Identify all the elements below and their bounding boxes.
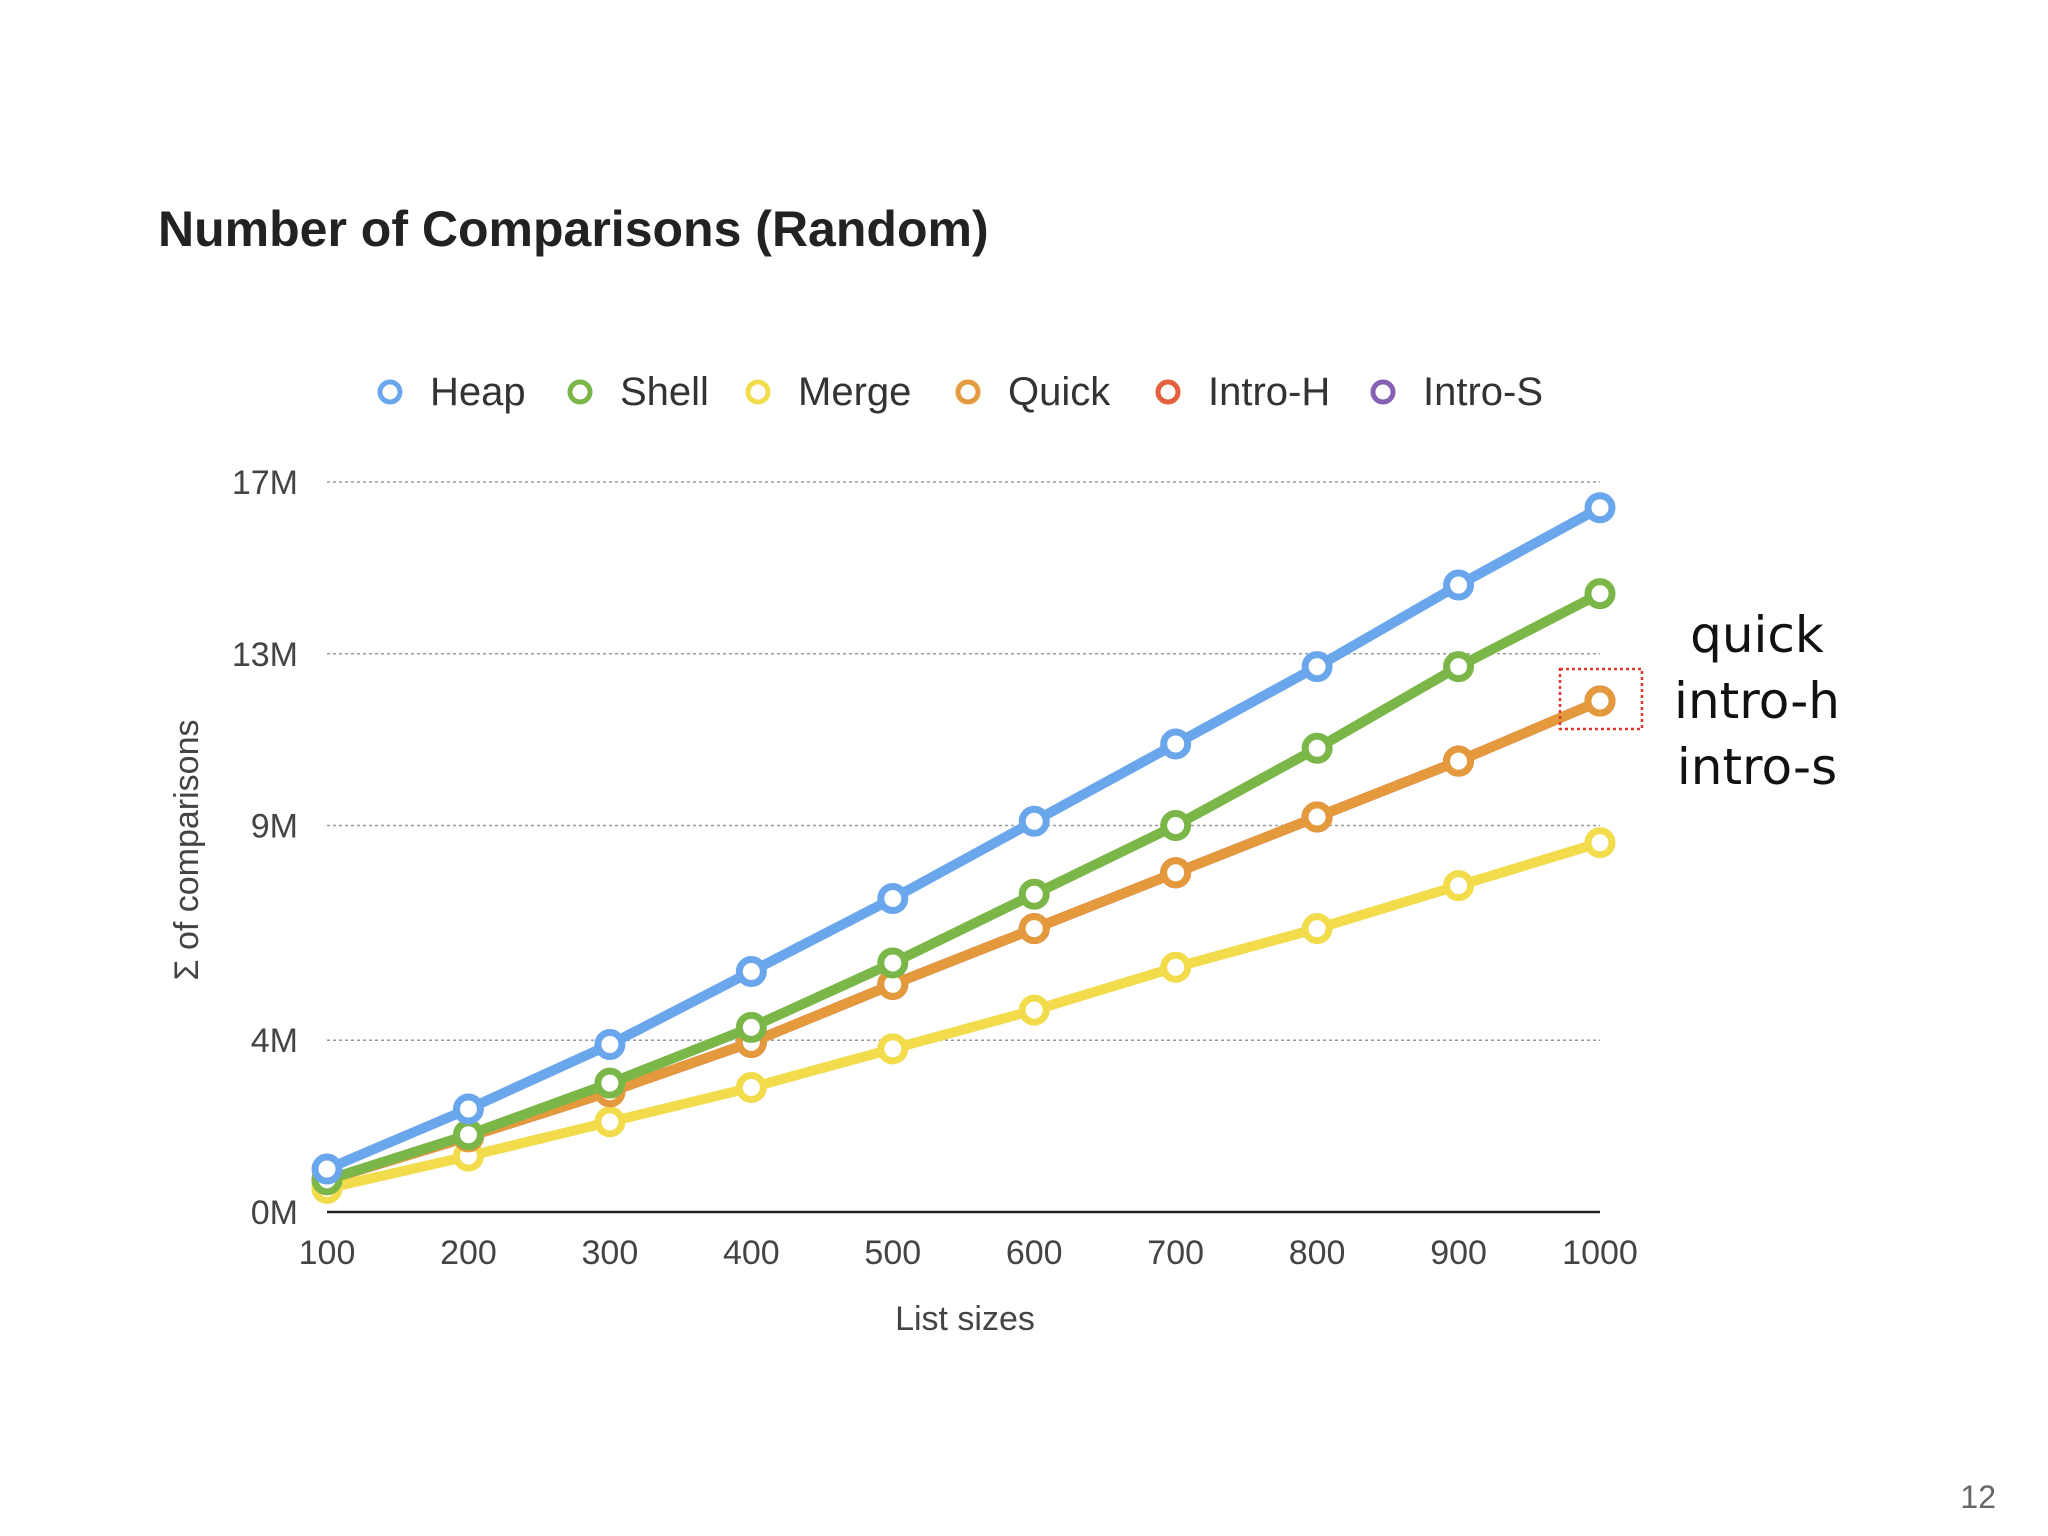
data-point-heap-1000 — [1584, 492, 1616, 524]
legend-item-merge: Merge — [745, 370, 911, 414]
series-shell — [311, 578, 1616, 1196]
x-tick-label-400: 400 — [723, 1234, 780, 1272]
x-tick-label-1000: 1000 — [1562, 1234, 1638, 1272]
legend-label-intro-s: Intro-S — [1423, 370, 1543, 414]
legend-item-intro-s: Intro-S — [1370, 370, 1543, 414]
grid-lines — [327, 481, 1600, 1041]
data-point-heap-100 — [311, 1153, 343, 1185]
legend-label-shell: Shell — [620, 370, 709, 414]
annotation-quick: quick — [1690, 606, 1824, 664]
data-point-shell-500 — [877, 947, 909, 979]
data-point-merge-600 — [1018, 994, 1050, 1026]
legend-label-intro-h: Intro-H — [1208, 370, 1330, 414]
legend-marker-merge — [745, 379, 771, 405]
x-tick-label-800: 800 — [1289, 1234, 1346, 1272]
data-point-shell-900 — [1443, 651, 1475, 683]
data-point-heap-600 — [1018, 805, 1050, 837]
data-point-heap-700 — [1160, 728, 1192, 760]
annotation-intro-h: intro-h — [1674, 672, 1840, 730]
data-point-merge-800 — [1301, 913, 1333, 945]
data-point-shell-400 — [735, 1011, 767, 1043]
data-point-merge-300 — [594, 1106, 626, 1138]
legend-marker-intro-h — [1155, 379, 1181, 405]
data-point-heap-300 — [594, 1029, 626, 1061]
x-tick-label-900: 900 — [1430, 1234, 1487, 1272]
series-line-quick — [322, 696, 1605, 1185]
legend-label-merge: Merge — [798, 370, 911, 414]
data-point-shell-700 — [1160, 810, 1192, 842]
legend: Heap Shell Merge Quick Intro-H Intro-S — [377, 370, 1543, 414]
series-line-intro-h — [322, 696, 1605, 1185]
legend-marker-heap — [377, 379, 403, 405]
axes: 0M 4M 9M 13M 17M 100 200 300 400 500 600 700 800 900 1… — [168, 464, 1638, 1338]
series-lines — [311, 492, 1616, 1204]
y-tick-label-4M: 4M — [251, 1022, 298, 1060]
data-point-quick-900 — [1443, 745, 1475, 777]
highlight-box — [1558, 667, 1644, 731]
legend-label-heap: Heap — [430, 370, 526, 414]
legend-item-intro-h: Intro-H — [1155, 370, 1330, 414]
data-point-shell-1000 — [1584, 578, 1616, 610]
data-point-heap-500 — [877, 883, 909, 915]
y-tick-label-9M: 9M — [251, 808, 298, 846]
series-line-merge — [322, 837, 1605, 1194]
data-point-merge-1000 — [1584, 827, 1616, 859]
x-axis-label: List sizes — [895, 1300, 1035, 1338]
x-tick-label-700: 700 — [1147, 1234, 1204, 1272]
data-point-quick-700 — [1160, 857, 1192, 889]
data-point-quick-800 — [1301, 801, 1333, 833]
data-point-heap-900 — [1443, 569, 1475, 601]
legend-item-quick: Quick — [955, 370, 1111, 414]
data-point-shell-300 — [594, 1067, 626, 1099]
data-point-shell-800 — [1301, 732, 1333, 764]
annotation-intro-s: intro-s — [1677, 738, 1837, 796]
legend-item-shell: Shell — [567, 370, 709, 414]
x-tick-label-300: 300 — [582, 1234, 639, 1272]
page-number: 12 — [1960, 1479, 1996, 1515]
legend-marker-intro-s — [1370, 379, 1396, 405]
data-point-quick-1000 — [1584, 685, 1616, 717]
data-point-merge-900 — [1443, 870, 1475, 902]
legend-marker-shell — [567, 379, 593, 405]
data-point-heap-200 — [452, 1093, 484, 1125]
data-point-merge-700 — [1160, 951, 1192, 983]
y-tick-label-17M: 17M — [232, 464, 298, 502]
x-tick-label-200: 200 — [440, 1234, 497, 1272]
series-heap — [311, 492, 1616, 1185]
legend-item-heap: Heap — [377, 370, 526, 414]
data-point-shell-200 — [452, 1119, 484, 1151]
legend-label-quick: Quick — [1008, 370, 1111, 414]
data-point-merge-400 — [735, 1071, 767, 1103]
data-point-quick-600 — [1018, 913, 1050, 945]
data-point-merge-500 — [877, 1033, 909, 1065]
x-tick-label-600: 600 — [1006, 1234, 1063, 1272]
legend-marker-quick — [955, 379, 981, 405]
series-line-intro-s — [322, 696, 1605, 1185]
series-merge — [311, 827, 1616, 1204]
annotations: quick intro-h intro-s — [1558, 606, 1840, 796]
y-tick-label-13M: 13M — [232, 636, 298, 674]
series-line-heap — [322, 502, 1605, 1175]
y-tick-label-0M: 0M — [251, 1194, 298, 1232]
data-point-heap-400 — [735, 956, 767, 988]
y-axis-label: Σ of comparisons — [168, 719, 206, 980]
series-line-shell — [322, 588, 1605, 1185]
data-point-shell-600 — [1018, 878, 1050, 910]
data-point-heap-800 — [1301, 651, 1333, 683]
x-tick-label-100: 100 — [299, 1234, 356, 1272]
slide-title: Number of Comparisons (Random) — [158, 201, 989, 257]
x-tick-label-500: 500 — [864, 1234, 921, 1272]
